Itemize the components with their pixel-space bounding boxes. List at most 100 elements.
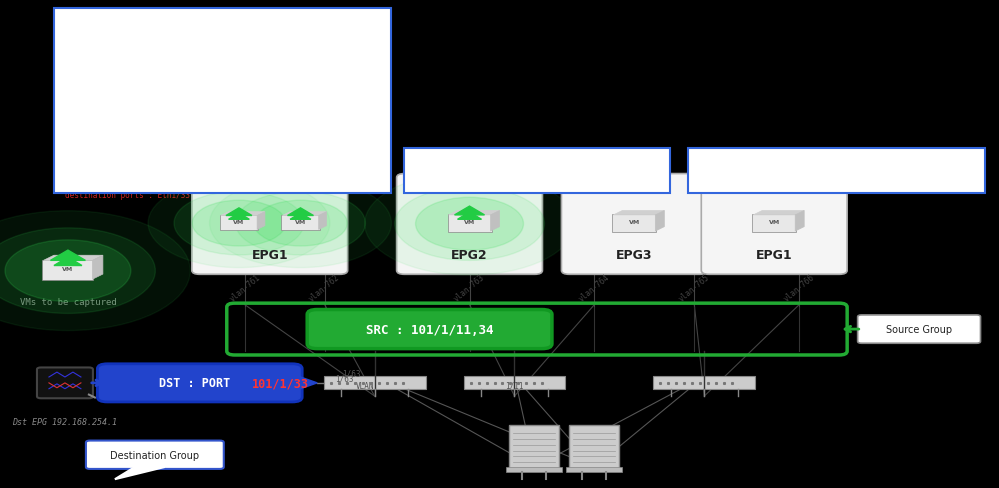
Text: session 14: session 14 [65, 29, 125, 38]
Polygon shape [226, 208, 252, 216]
Text: VM: VM [62, 266, 74, 271]
FancyBboxPatch shape [566, 468, 622, 472]
Text: source VLANs   :: source VLANs : [65, 137, 139, 145]
Text: vlan-762: vlan-762 [308, 272, 342, 303]
Text: VMs to be captured: VMs to be captured [20, 298, 116, 306]
Text: Destination Group: Destination Group [110, 450, 200, 460]
Polygon shape [283, 212, 327, 216]
FancyBboxPatch shape [220, 216, 258, 230]
Polygon shape [229, 214, 250, 220]
Polygon shape [292, 374, 318, 392]
Text: VM: VM [628, 220, 640, 224]
Polygon shape [613, 211, 664, 216]
Text: tx          : Eth1/11      Eth1/34: tx : Eth1/11 Eth1/34 [65, 115, 236, 124]
Polygon shape [795, 211, 804, 232]
FancyBboxPatch shape [612, 215, 656, 232]
FancyBboxPatch shape [561, 174, 707, 275]
Text: description    : Span session 14: description : Span session 14 [65, 51, 213, 60]
Polygon shape [92, 256, 103, 280]
Text: rx          : Eth1/11      Eth1/34: rx : Eth1/11 Eth1/34 [65, 104, 236, 113]
Text: VM: VM [768, 220, 780, 224]
Text: VM: VM [234, 219, 245, 224]
Circle shape [148, 179, 330, 268]
Circle shape [416, 198, 523, 251]
Text: tx          :: tx : [65, 158, 139, 167]
FancyBboxPatch shape [653, 377, 755, 389]
Polygon shape [44, 256, 103, 261]
Text: 1/11: 1/11 [505, 381, 523, 390]
Polygon shape [257, 212, 265, 230]
Text: 1/63: 1/63 [336, 374, 354, 383]
Text: vlan-763: vlan-763 [453, 272, 487, 303]
Polygon shape [455, 207, 485, 216]
FancyBboxPatch shape [701, 174, 847, 275]
Text: Fab2-Leaf2# show monitor session all: Fab2-Leaf2# show monitor session all [413, 156, 579, 165]
Circle shape [365, 173, 574, 275]
Text: state          : up (active): state : up (active) [65, 72, 195, 81]
Text: EPG1: EPG1 [756, 248, 792, 262]
Text: Note: No sessions configured: Note: No sessions configured [413, 176, 542, 184]
Text: VM: VM [295, 219, 306, 224]
Circle shape [5, 241, 131, 302]
FancyBboxPatch shape [54, 9, 391, 193]
Circle shape [192, 201, 286, 246]
Text: both        : Eth1/11      Eth1/34: both : Eth1/11 Eth1/34 [65, 126, 236, 135]
Text: EPG1: EPG1 [252, 248, 288, 262]
Text: vlan-764: vlan-764 [577, 272, 611, 303]
Polygon shape [115, 467, 165, 479]
Circle shape [395, 187, 544, 261]
FancyBboxPatch shape [404, 148, 670, 193]
Text: Source Group: Source Group [886, 325, 952, 334]
FancyBboxPatch shape [506, 468, 562, 472]
Text: Fab2-Leaf3# show monitor session all: Fab2-Leaf3# show monitor session all [697, 156, 864, 165]
Polygon shape [221, 212, 265, 216]
Text: SRC : 101/1/11,34: SRC : 101/1/11,34 [366, 323, 494, 336]
FancyBboxPatch shape [752, 215, 796, 232]
Text: EPG3: EPG3 [616, 248, 652, 262]
Polygon shape [655, 211, 664, 232]
Text: ----------------: ---------------- [65, 40, 139, 49]
Text: filter VLANs   : filter not specified: filter VLANs : filter not specified [65, 180, 236, 188]
Polygon shape [54, 258, 82, 266]
FancyBboxPatch shape [98, 364, 302, 402]
Circle shape [210, 179, 392, 268]
FancyBboxPatch shape [448, 215, 492, 232]
Polygon shape [458, 213, 482, 220]
Polygon shape [288, 208, 314, 216]
Text: 1/63: 1/63 [342, 369, 361, 378]
Text: vlan-765: vlan-765 [677, 272, 711, 303]
Text: type           : local: type : local [65, 61, 167, 70]
Circle shape [0, 211, 190, 331]
Text: Fab2-Leaf1# show monitor session all: Fab2-Leaf1# show monitor session all [65, 19, 232, 27]
Text: EPG2: EPG2 [452, 248, 488, 262]
Circle shape [0, 228, 156, 314]
Circle shape [236, 192, 366, 255]
FancyBboxPatch shape [688, 148, 985, 193]
Polygon shape [449, 211, 500, 216]
Polygon shape [319, 212, 327, 230]
Text: VLAN: VLAN [356, 381, 374, 390]
FancyBboxPatch shape [509, 425, 559, 468]
Text: VM: VM [464, 220, 476, 224]
Text: 101/1/33: 101/1/33 [252, 377, 309, 389]
Polygon shape [753, 211, 804, 216]
Text: source intf    :: source intf : [65, 94, 139, 102]
FancyBboxPatch shape [282, 216, 320, 230]
FancyBboxPatch shape [192, 174, 348, 275]
FancyBboxPatch shape [324, 377, 426, 389]
Text: Note: No sessions configured: Note: No sessions configured [697, 176, 827, 184]
Text: both        :: both : [65, 169, 139, 178]
Circle shape [254, 201, 348, 246]
FancyBboxPatch shape [86, 441, 224, 469]
Circle shape [174, 192, 304, 255]
Text: vlan-761: vlan-761 [228, 272, 262, 303]
Text: destination ports : Eth1/33: destination ports : Eth1/33 [65, 190, 190, 199]
Text: mode           : access: mode : access [65, 83, 171, 92]
FancyBboxPatch shape [308, 310, 551, 349]
FancyBboxPatch shape [42, 261, 94, 280]
Text: rx          :: rx : [65, 147, 139, 156]
FancyBboxPatch shape [464, 377, 565, 389]
Polygon shape [50, 251, 86, 261]
FancyBboxPatch shape [569, 425, 619, 468]
FancyBboxPatch shape [857, 315, 981, 344]
